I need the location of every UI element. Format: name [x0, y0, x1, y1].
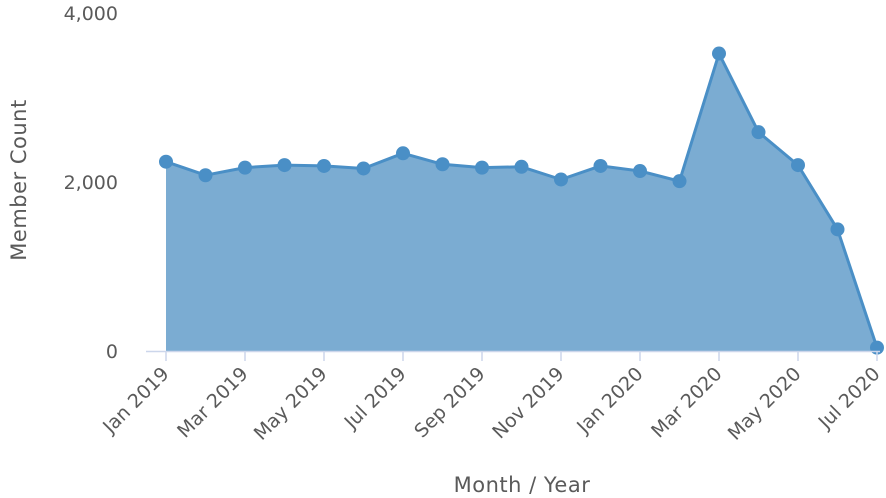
- data-point[interactable]: [712, 46, 726, 61]
- data-markers: [159, 46, 884, 355]
- plot-area: [159, 46, 884, 355]
- y-tick-label: 2,000: [64, 172, 118, 194]
- data-point[interactable]: [277, 158, 292, 173]
- y-tick-label: 4,000: [64, 3, 118, 25]
- data-point[interactable]: [435, 157, 450, 172]
- x-tick-label: Sep 2019: [410, 363, 489, 442]
- y-tick-label: 0: [106, 341, 118, 363]
- y-axis-title: Member Count: [7, 99, 31, 260]
- x-tick-label: May 2019: [250, 363, 332, 445]
- data-point[interactable]: [238, 160, 252, 175]
- data-point[interactable]: [317, 158, 331, 173]
- x-axis-title: Month / Year: [454, 473, 591, 497]
- area-fill: [166, 53, 877, 351]
- data-point[interactable]: [514, 159, 529, 174]
- data-point[interactable]: [672, 174, 687, 189]
- data-point[interactable]: [475, 160, 489, 175]
- x-tick-label: Jan 2019: [98, 363, 173, 438]
- data-point[interactable]: [356, 161, 371, 176]
- data-point[interactable]: [751, 125, 766, 140]
- x-tick-label: Jan 2020: [572, 363, 647, 438]
- x-tick-label: Jul 2020: [814, 363, 885, 434]
- data-point[interactable]: [593, 158, 608, 173]
- data-point[interactable]: [554, 172, 568, 187]
- data-point[interactable]: [633, 164, 647, 179]
- data-point[interactable]: [396, 146, 410, 161]
- data-point[interactable]: [830, 222, 845, 237]
- x-tick-label: Mar 2020: [647, 363, 726, 442]
- y-axis-ticks: 0 2,000 4,000: [64, 3, 118, 363]
- x-tick-label: Jul 2019: [340, 363, 411, 434]
- x-tick-label: Mar 2019: [173, 363, 252, 442]
- data-point[interactable]: [198, 168, 213, 183]
- x-tick-label: Nov 2019: [488, 363, 568, 443]
- data-point[interactable]: [159, 154, 173, 169]
- data-point[interactable]: [791, 158, 805, 173]
- x-tick-label: May 2020: [724, 363, 806, 445]
